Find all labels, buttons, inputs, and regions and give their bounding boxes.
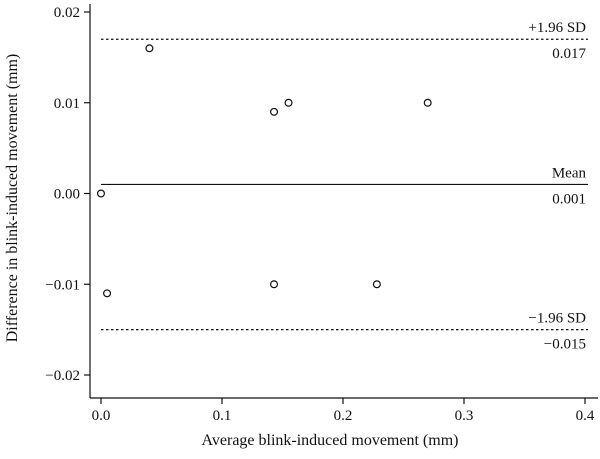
y-tick-label: 0.00	[54, 187, 80, 203]
x-tick-label: 0.1	[213, 408, 232, 424]
data-point	[103, 289, 112, 298]
data-point	[270, 107, 279, 116]
data-point	[270, 280, 279, 289]
y-tick-label: 0.02	[54, 5, 80, 21]
data-point	[372, 280, 381, 289]
reference-lines-layer: +1.96 SD 0.017 Mean 0.001 −1.96 SD −0.015	[101, 20, 588, 353]
y-tick-label: −0.01	[45, 277, 80, 293]
x-axis-title: Average blink-induced movement (mm)	[202, 432, 459, 449]
y-axis-title: Difference in blink-induced movement (mm…	[4, 54, 21, 343]
x-tick-label: 0.3	[455, 408, 474, 424]
points-layer	[96, 44, 432, 298]
mean-label: Mean	[552, 165, 587, 181]
data-point	[423, 98, 432, 107]
x-tick-label: 0.4	[576, 408, 595, 424]
x-tick-label: 0.2	[334, 408, 353, 424]
ticks-layer: −0.02 −0.01 0.00 0.01 0.02 0.0 0.1 0.2 0.3 0.4	[45, 5, 595, 424]
y-tick-label: −0.02	[45, 368, 80, 384]
upper-loa-value-label: 0.017	[552, 46, 586, 62]
x-tick-label: 0.0	[92, 408, 111, 424]
upper-loa-label: +1.96 SD	[528, 20, 586, 36]
y-tick-label: 0.01	[54, 96, 80, 112]
lower-loa-label: −1.96 SD	[528, 311, 586, 327]
data-point	[145, 44, 154, 53]
mean-value-label: 0.001	[552, 191, 586, 207]
data-point	[284, 98, 293, 107]
lower-loa-value-label: −0.015	[544, 337, 586, 353]
data-point	[96, 189, 105, 198]
axes-layer	[89, 4, 598, 399]
